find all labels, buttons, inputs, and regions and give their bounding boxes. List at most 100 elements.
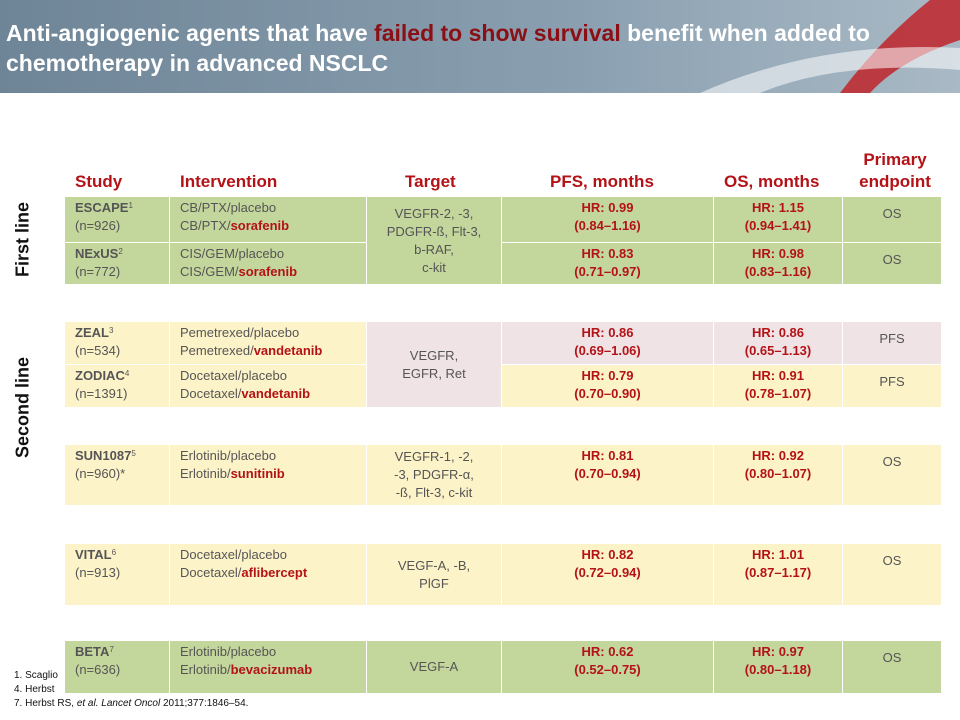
target-text: VEGF-A: [410, 658, 458, 676]
footnote-1: 1. Scaglio: [14, 670, 58, 681]
target-line: VEGFR-1, -2,: [394, 449, 474, 464]
os-ci: (0.78–1.07): [744, 386, 812, 401]
table-cell-os: HR: 0.98 (0.83–1.16): [714, 243, 842, 284]
intervention-arm-prefix: Docetaxel/: [180, 565, 242, 580]
intervention-control: CIS/GEM/placebo: [180, 246, 285, 261]
table-cell-target: VEGFR, EGFR, Ret: [367, 322, 501, 407]
pfs-hr: HR: 0.62: [581, 644, 634, 659]
col-header-study: Study: [75, 172, 123, 191]
endpoint-value: OS: [882, 454, 902, 469]
intervention-arm-prefix: Erlotinib/: [180, 662, 231, 677]
os-hr: HR: 0.97: [751, 644, 805, 659]
intervention-arm-prefix: Docetaxel/: [180, 386, 242, 401]
target-line: VEGF-A, -B,: [397, 557, 471, 573]
os-hr: HR: 1.15: [751, 200, 805, 215]
pfs-hr: HR: 0.99: [581, 200, 634, 215]
target-line: -3, PDGFR-α,: [394, 467, 474, 482]
study-ref: 7: [109, 645, 114, 654]
target-line: VEGFR-2, -3,: [394, 205, 474, 221]
table-cell-intervention: CIS/GEM/placebo CIS/GEM/sorafenib: [170, 243, 366, 284]
os-hr: HR: 1.01: [751, 547, 805, 562]
table-cell-study: SUN10875 (n=960)*: [65, 445, 169, 505]
intervention-control: Docetaxel/placebo: [180, 547, 287, 562]
table-cell-study: VITAL6 (n=913): [65, 544, 169, 605]
table-cell-endpoint: PFS: [843, 322, 941, 364]
target-line: VEGFR,: [409, 347, 459, 363]
study-name: VITAL: [75, 547, 112, 562]
table-cell-endpoint: OS: [843, 544, 941, 605]
intervention-drug: vandetanib: [241, 386, 311, 401]
table-cell-intervention: Erlotinib/placebo Erlotinib/sunitinib: [170, 445, 366, 505]
study-n: (n=1391): [75, 386, 128, 401]
intervention-arm-prefix: Pemetrexed/: [180, 343, 254, 358]
slide-header: Anti-angiogenic agents that have failed …: [0, 0, 960, 93]
os-ci: (0.65–1.13): [744, 343, 812, 358]
target-line: PDGFR-ß, Flt-3,: [386, 223, 482, 239]
pfs-ci: (0.70–0.90): [574, 386, 641, 401]
table-cell-intervention: CB/PTX/placebo CB/PTX/sorafenib: [170, 197, 366, 242]
study-name: BETA: [75, 644, 110, 659]
os-hr: HR: 0.86: [751, 325, 805, 340]
table-cell-study: BETA7 (n=636): [65, 641, 169, 693]
table-cell-pfs: HR: 0.82 (0.72–0.94): [502, 544, 713, 605]
intervention-control: Pemetrexed/placebo: [180, 325, 300, 340]
table-cell-pfs: HR: 0.99 (0.84–1.16): [502, 197, 713, 242]
target-text: VEGFR-2, -3, PDGFR-ß, Flt-3, b-RAF, c-kit: [387, 205, 482, 277]
table-cell-os: HR: 0.92 (0.80–1.07): [714, 445, 842, 505]
pfs-hr: HR: 0.86: [581, 325, 634, 340]
endpoint-value: OS: [882, 650, 902, 665]
os-ci: (0.94–1.41): [744, 218, 812, 233]
intervention-drug: sorafenib: [230, 218, 290, 233]
endpoint-value: PFS: [879, 374, 905, 389]
endpoint-value: OS: [882, 252, 902, 267]
pfs-hr: HR: 0.81: [581, 448, 634, 463]
target-text: VEGF-A, -B, PlGF: [398, 557, 470, 593]
target-line: c-kit: [422, 259, 446, 275]
header-swoosh-graphic: [700, 0, 960, 93]
intervention-arm-prefix: CB/PTX/: [180, 218, 231, 233]
intervention-arm-prefix: CIS/GEM/: [180, 264, 239, 279]
table-cell-os: HR: 0.86 (0.65–1.13): [714, 322, 842, 364]
study-name: ZEAL: [75, 325, 109, 340]
target-text: VEGFR-1, -2, -3, PDGFR-α, -ß, Flt-3, c-kit: [394, 448, 474, 502]
study-n: (n=960)*: [75, 466, 126, 481]
intervention-drug: bevacizumab: [230, 662, 313, 677]
study-n: (n=534): [75, 343, 121, 358]
section-label-second-line: Second line: [12, 356, 33, 459]
study-name: ZODIAC: [75, 368, 125, 383]
table-cell-pfs: HR: 0.62 (0.52–0.75): [502, 641, 713, 693]
study-ref: 1: [128, 201, 133, 210]
table-cell-os: HR: 0.97 (0.80–1.18): [714, 641, 842, 693]
col-header-pfs: PFS, months: [550, 172, 654, 191]
target-line: EGFR, Ret: [402, 365, 466, 381]
footnote-4: 4. Herbst: [14, 684, 55, 695]
slide-title: Anti-angiogenic agents that have failed …: [6, 20, 870, 76]
intervention-drug: aflibercept: [241, 565, 308, 580]
col-header-endpoint: Primary endpoint: [859, 150, 931, 191]
study-n: (n=636): [75, 662, 121, 677]
study-ref: 3: [108, 326, 114, 335]
table-cell-os: HR: 1.01 (0.87–1.17): [714, 544, 842, 605]
intervention-drug: sorafenib: [238, 264, 298, 279]
os-ci: (0.80–1.07): [744, 466, 812, 481]
table-cell-pfs: HR: 0.86 (0.69–1.06): [502, 322, 713, 364]
col-header-intervention: Intervention: [180, 172, 278, 191]
footnote-7: 7. Herbst RS, et al. Lancet Oncol 2011;3…: [14, 698, 249, 709]
col-header-os: OS, months: [724, 172, 820, 191]
table-cell-pfs: HR: 0.83 (0.71–0.97): [502, 243, 713, 284]
study-n: (n=926): [75, 218, 121, 233]
os-ci: (0.87–1.17): [744, 565, 812, 580]
os-hr: HR: 0.92: [751, 448, 805, 463]
endpoint-value: OS: [882, 206, 902, 221]
study-name: ESCAPE: [75, 200, 129, 215]
table-cell-intervention: Pemetrexed/placebo Pemetrexed/vandetanib: [170, 322, 366, 364]
study-name: SUN1087: [75, 448, 132, 463]
target-text: VEGFR, EGFR, Ret: [402, 347, 466, 383]
table-cell-intervention: Docetaxel/placebo Docetaxel/aflibercept: [170, 544, 366, 605]
table-cell-target: VEGFR-1, -2, -3, PDGFR-α, -ß, Flt-3, c-kit: [367, 445, 501, 505]
target-line: b-RAF,: [414, 241, 454, 257]
intervention-drug: vandetanib: [253, 343, 323, 358]
intervention-control: Erlotinib/placebo: [180, 448, 277, 463]
endpoint-value: OS: [882, 553, 902, 568]
study-ref: 4: [124, 369, 130, 378]
